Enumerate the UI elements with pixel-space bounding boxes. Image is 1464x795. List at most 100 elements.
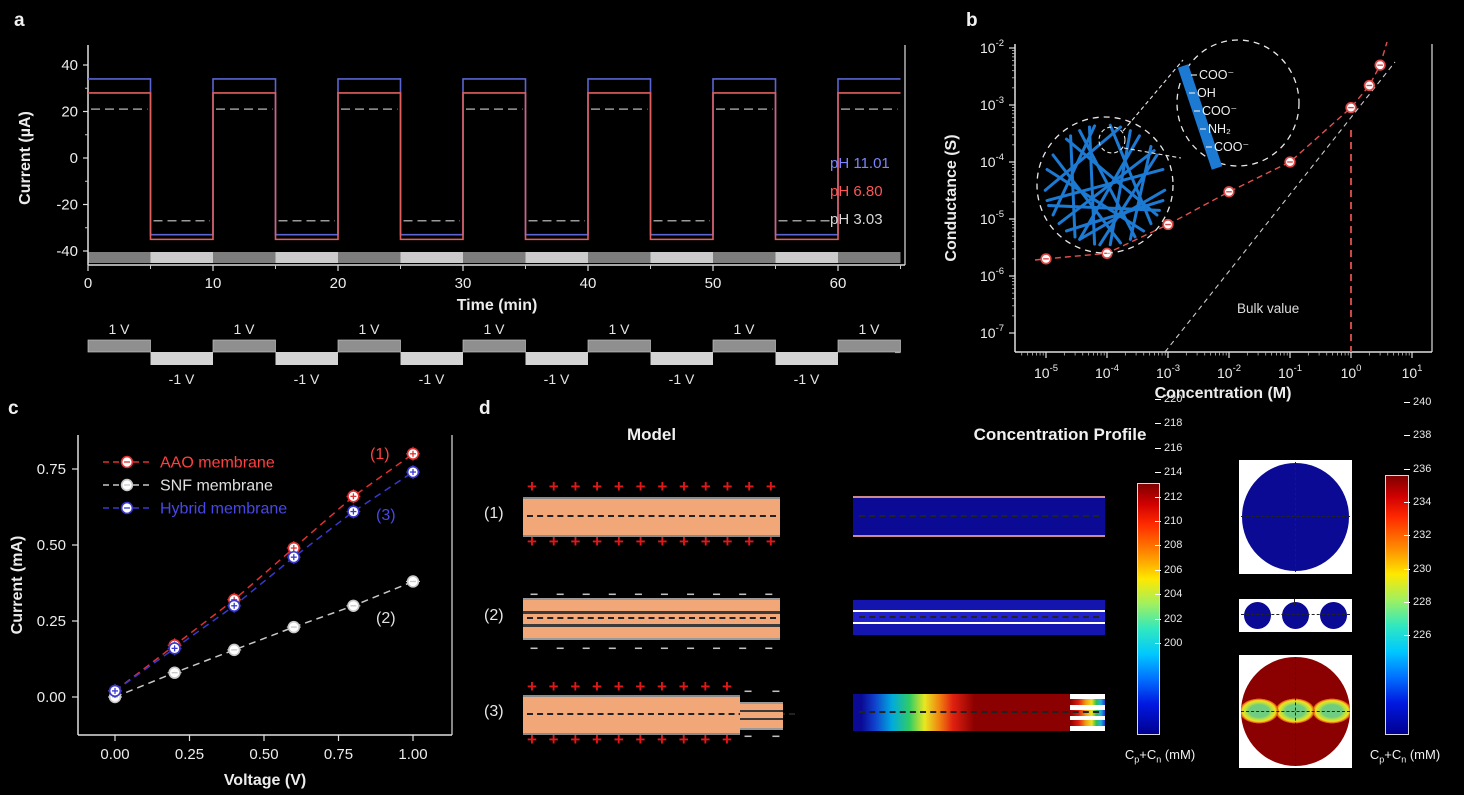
log-tick-label: 10-7	[980, 323, 1004, 341]
charge-row-top: + + + + + + + + + +	[527, 677, 732, 696]
tick-label: 0.50	[37, 537, 66, 554]
tick-label: 0.75	[37, 461, 66, 478]
nanofiber	[1128, 144, 1153, 241]
tick-label: 40	[61, 57, 78, 74]
colorbar-cross-section-tick	[1404, 435, 1410, 437]
profile-3-end-layer	[1070, 699, 1105, 705]
nanofiber	[1043, 125, 1123, 192]
log-tick-label: 100	[1341, 363, 1362, 381]
negative-charge-symbol: −	[634, 640, 643, 656]
colorbar-cross-section-tick	[1404, 635, 1410, 637]
concentration-profile-2	[853, 600, 1105, 635]
voltage-low-label: -1 V	[669, 371, 695, 387]
colorbar-profile-tick	[1155, 399, 1161, 400]
colorbar-profile-tick-label: 218	[1164, 417, 1183, 430]
tick-label: 60	[830, 275, 847, 292]
polarity-strip-negative	[650, 252, 713, 263]
bulk-value-label: Bulk value	[1237, 301, 1299, 316]
x-axis-label: Concentration (M)	[1155, 385, 1292, 402]
positive-charge-symbol: +	[570, 477, 581, 496]
log-tick-label: 10-4	[1095, 363, 1119, 381]
positive-charge-symbol: +	[722, 730, 732, 749]
legend-pH-3.03: pH 3.03	[830, 211, 883, 228]
polarity-strip-negative	[400, 252, 463, 263]
crosshair-vertical	[1294, 657, 1296, 766]
negative-charge-symbol: −	[660, 586, 669, 602]
log-tick-label: 10-5	[1034, 363, 1058, 381]
series-line-Hybrid-membrane	[114, 471, 414, 692]
legend-pH-11.01: pH 11.01	[830, 155, 890, 172]
nanofiber	[1047, 204, 1161, 212]
functional-group-label: OH	[1197, 86, 1216, 100]
layer-divider	[740, 718, 783, 720]
voltage-high-label: 1 V	[483, 321, 505, 337]
nanofiber	[1069, 134, 1077, 239]
colorbar-profile	[1137, 483, 1160, 735]
colorbar-cross-section-tick-label: 236	[1413, 462, 1432, 475]
colorbar-cross-section-tick-label: 228	[1413, 595, 1432, 608]
curve-annotation-(2): (2)	[376, 610, 396, 627]
voltage-high-label: 1 V	[608, 321, 630, 337]
polarity-strip-positive	[713, 252, 776, 263]
negative-charge-symbol: −	[712, 640, 721, 656]
negative-charge-symbol: −	[712, 586, 721, 602]
panel-label-a: a	[14, 10, 25, 31]
colorbar-cross-section	[1385, 475, 1409, 735]
positive-charge-symbol: +	[765, 477, 776, 496]
zoom-source-circle	[1098, 126, 1126, 154]
colorbar-cross-section-tick-label: 234	[1413, 495, 1432, 508]
positive-charge-symbol: +	[722, 677, 732, 696]
tick-label: 50	[705, 275, 722, 292]
positive-charge-symbol: +	[548, 532, 559, 551]
profile-3-end-layer	[1070, 720, 1105, 726]
log-tick-label: 10-5	[980, 209, 1004, 227]
tick-label: 0.25	[175, 746, 204, 763]
positive-charge-symbol: +	[657, 730, 667, 749]
polarity-strip-negative	[275, 252, 338, 263]
negative-charge-symbol: −	[634, 586, 643, 602]
panel-label-b: b	[966, 10, 978, 31]
colorbar-profile-tick-label: 220	[1164, 393, 1183, 405]
positive-charge-symbol: +	[570, 677, 581, 696]
voltage-high-bar	[212, 339, 276, 353]
positive-charge-symbol: +	[657, 477, 668, 496]
negative-charge-symbol: −	[686, 586, 695, 602]
colorbar-cross-section-tick-label: 232	[1413, 529, 1432, 542]
snf-channel-concentration	[1282, 602, 1309, 629]
concentration-profile-1	[853, 496, 1105, 537]
log-tick-label: 10-2	[1217, 363, 1241, 381]
panel-d-model-and-profiles: Model Concentration Profile (1) (2) (3) + + +…	[470, 393, 1464, 795]
tick-label: -40	[56, 243, 78, 260]
colorbar-profile-tick-label: 212	[1164, 490, 1183, 503]
membrane-model-1	[523, 497, 780, 537]
panel-c-current-voltage-plot: 0.00 0.25 0.50 0.75 1.00 0.00 0.25 0.50 0.75 Volt…	[9, 435, 453, 789]
polarity-strip-positive	[213, 252, 276, 263]
voltage-low-bar	[400, 352, 463, 365]
voltage-high-label: 1 V	[233, 321, 255, 337]
colorbar-cross-section-tick-label: 240	[1413, 396, 1432, 408]
positive-charge-symbol: +	[679, 532, 689, 551]
colorbar-profile-tick-label: 216	[1164, 441, 1183, 454]
charge-row-bottom: + + + + + + + + + + + +	[527, 532, 776, 551]
charge-row-bottom: − − − − − − − − − −	[530, 641, 773, 655]
profile-title: Concentration Profile	[973, 425, 1147, 444]
negative-charge-symbol: −	[582, 586, 591, 602]
membrane-model-3-slab	[523, 695, 795, 735]
functional-group-label: COO⁻	[1199, 68, 1234, 82]
colorbar-cross-section-tick	[1404, 535, 1410, 537]
voltage-low-label: -1 V	[419, 371, 445, 387]
voltage-high-bar	[337, 339, 401, 353]
positive-charge-symbol: +	[613, 730, 624, 749]
model-title: Model	[626, 425, 677, 444]
charge-row-top: + + + + + + + + + + + +	[527, 477, 776, 496]
tick-label: 40	[580, 275, 597, 292]
colorbar-profile-tick	[1155, 521, 1161, 522]
positive-charge-symbol: +	[700, 730, 711, 749]
tick-label: 10	[205, 275, 222, 292]
positive-charge-symbol: +	[613, 477, 624, 496]
positive-charge-symbol: +	[635, 677, 646, 696]
voltage-high-bar	[712, 339, 776, 353]
nanofiber	[1078, 129, 1137, 239]
crosshair-horizontal	[1241, 614, 1350, 615]
